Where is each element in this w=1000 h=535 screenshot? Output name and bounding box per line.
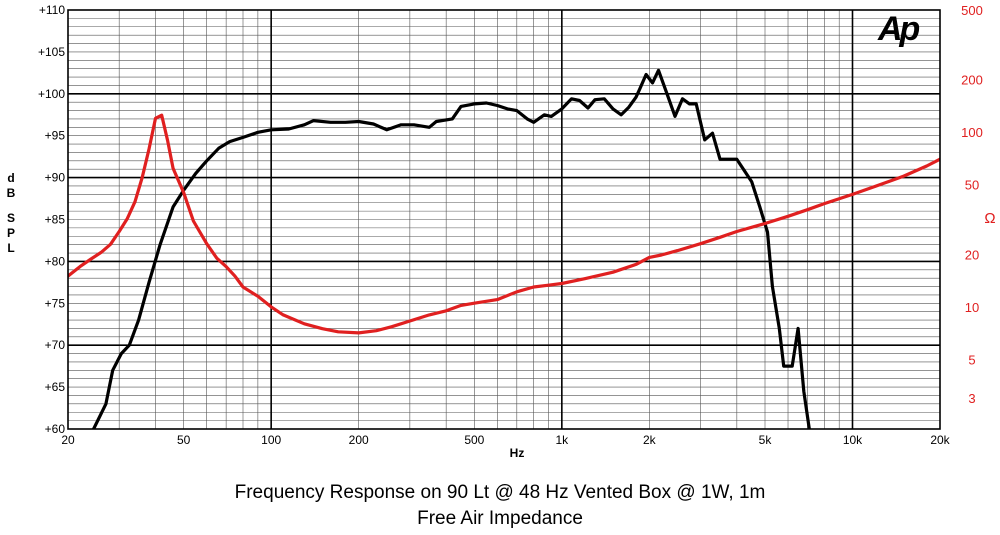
y-right-tick-label: 5 xyxy=(968,352,975,367)
tick-labels: 20 50 100 200 500 1k 2k 5k 10k 20k +60 +65 +70 +75 +80… xyxy=(38,3,983,447)
y-left-label-char: L xyxy=(7,241,14,255)
y-right-tick-label: 500 xyxy=(961,3,983,18)
y-left-tick-label: +60 xyxy=(45,422,66,436)
y-left-label-char: S xyxy=(7,211,15,225)
x-tick-label: 100 xyxy=(261,433,281,447)
y-left-tick-label: +75 xyxy=(45,296,66,310)
minor-grid xyxy=(67,10,941,429)
plot-frame xyxy=(67,9,941,430)
y-right-tick-label: 10 xyxy=(965,300,979,315)
x-axis-label: Hz xyxy=(510,446,525,460)
y-left-tick-label: +95 xyxy=(45,129,66,143)
x-tick-label: 200 xyxy=(349,433,369,447)
chart-caption: Frequency Response on 90 Lt @ 48 Hz Vent… xyxy=(234,482,766,503)
y-right-tick-label: 200 xyxy=(961,73,983,88)
series-layer xyxy=(68,68,940,429)
x-tick-label: 500 xyxy=(464,433,484,447)
x-tick-label: 20 xyxy=(61,433,75,447)
logo: Ap xyxy=(877,10,923,48)
y-axis-right-label: Ω xyxy=(984,210,995,227)
major-grid xyxy=(68,10,940,429)
y-left-tick-label: +80 xyxy=(45,254,66,268)
x-tick-label: 10k xyxy=(843,433,863,447)
x-tick-label: 5k xyxy=(759,433,773,447)
y-right-tick-label: 3 xyxy=(968,391,975,406)
y-right-tick-label: 50 xyxy=(965,178,979,193)
y-left-label-char: d xyxy=(7,171,14,185)
frequency-response-chart: 20 50 100 200 500 1k 2k 5k 10k 20k +60 +65 +70 +75 +80… xyxy=(7,3,996,460)
x-tick-label: 2k xyxy=(643,433,657,447)
frequency-response-line xyxy=(92,68,811,429)
chart-subcaption: Free Air Impedance xyxy=(417,508,583,529)
x-tick-label: 1k xyxy=(555,433,569,447)
y-right-tick-label: 20 xyxy=(965,247,979,262)
logo-text: Ap xyxy=(877,10,920,48)
y-left-tick-label: +65 xyxy=(45,380,66,394)
y-left-tick-label: +105 xyxy=(38,45,65,59)
y-left-label-char: B xyxy=(7,186,16,200)
y-left-tick-label: +90 xyxy=(45,171,66,185)
y-right-tick-label: 100 xyxy=(961,125,983,140)
y-left-tick-label: +70 xyxy=(45,338,66,352)
y-left-tick-label: +110 xyxy=(39,3,65,17)
y-left-label-char: P xyxy=(7,226,15,240)
x-tick-label: 20k xyxy=(930,433,950,447)
y-left-tick-label: +100 xyxy=(38,87,65,101)
x-tick-label: 50 xyxy=(177,433,191,447)
impedance-line xyxy=(68,113,940,335)
y-left-tick-label: +85 xyxy=(45,213,66,227)
